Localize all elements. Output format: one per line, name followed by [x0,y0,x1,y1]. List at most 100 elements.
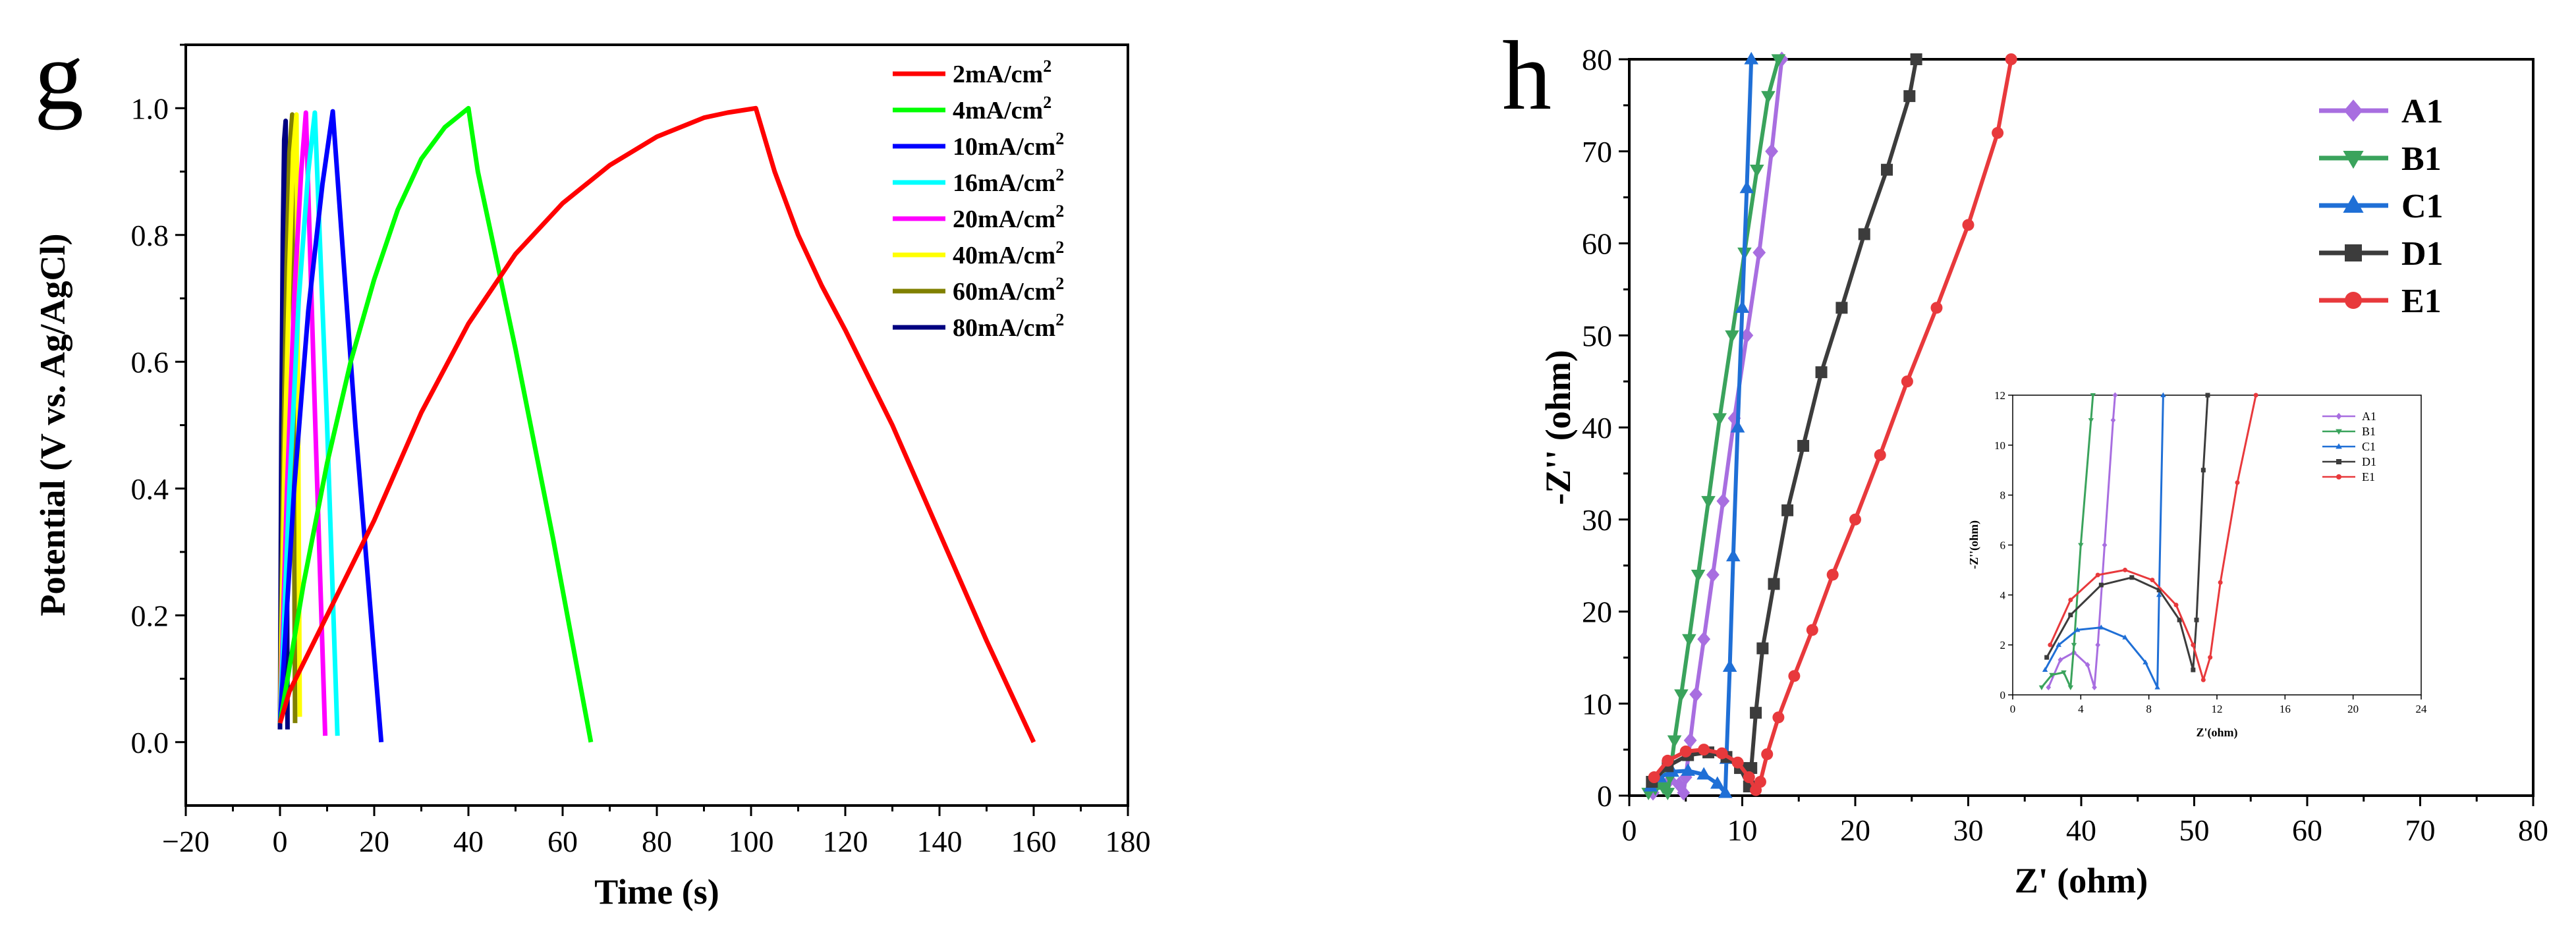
y-tick-label: 0.0 [131,726,169,759]
series-line-16ma-cm [277,110,340,736]
y-tick-label: 0.4 [131,472,169,506]
panel-h-ylabel: -Z'' (ohm) [1538,350,1578,505]
inset-series [2038,392,2258,691]
data-point-b1 [1660,788,1675,801]
inset-ylabel: -Z''(ohm) [1967,520,1981,569]
inset-point-c1 [2156,591,2162,597]
data-point-d1 [1768,578,1780,590]
inset-point-e1 [2048,642,2053,647]
data-point-d1 [1745,762,1758,775]
data-point-b1 [1691,569,1706,582]
data-point-c1 [1718,785,1733,798]
data-point-c1 [1725,549,1741,562]
series-line-10ma-cm [277,109,384,743]
data-point-d1 [1756,642,1769,655]
data-point-b1 [1749,165,1764,177]
data-point-b1 [1667,735,1682,748]
legend-label-sup: 2 [1043,93,1051,112]
inset-point-b1 [2038,685,2045,690]
legend-label: E1 [2401,283,2442,320]
y-tick-label: 40 [1582,411,1612,445]
series-line-e1 [1652,59,2013,792]
data-point-a1 [1740,327,1754,343]
y-tick-label: 2 [2000,639,2006,651]
inset-legend-marker [2336,429,2342,435]
panel-h-label: h [1502,21,1552,130]
data-point-e1 [1806,624,1818,636]
data-point-e1 [1761,748,1774,761]
x-tick-label: 50 [2179,813,2210,847]
y-tick-label: 0.2 [131,599,169,632]
x-tick-label: 16 [2280,703,2291,715]
legend-label: B1 [2401,140,2442,178]
x-tick-label: 120 [823,825,868,858]
inset-point-d1 [2191,667,2196,672]
inset-line-b1 [2040,395,2094,689]
inset-point-b1 [2067,685,2074,690]
data-point-e1 [1648,771,1660,784]
inset-legend-label: D1 [2362,455,2376,468]
inset-point-d1 [2177,617,2182,622]
data-point-c1 [1744,51,1759,65]
series-line-4ma-cm [277,105,594,743]
panel-g-ticks: −20 0 20 40 60 80 100 120 140 160 180 0.0 0.2 0.4 0.6 0… [131,43,1151,858]
data-point-c1 [1681,763,1695,776]
data-point-e1 [1874,449,1886,461]
inset-point-d1 [2098,582,2104,588]
legend-label: 20mA/cm2 [953,202,1064,233]
panel-h-series [1641,51,2017,801]
panel-h-xlabel: Z' (ohm) [2015,861,2148,900]
inset-point-a1 [2112,392,2118,398]
data-point-c1 [1739,180,1754,194]
x-tick-label: 80 [2518,813,2548,847]
data-point-b1 [1682,634,1696,647]
inset-point-e1 [2253,393,2258,398]
legend-label-sup: 2 [1055,238,1064,257]
inset-point-d1 [2156,588,2162,593]
inset-point-c1 [2122,634,2128,640]
data-point-a1 [1683,732,1697,748]
y-tick-label: 8 [2000,489,2006,502]
data-point-d1 [1815,366,1828,379]
inset-point-e1 [2191,642,2196,647]
data-point-b1 [1725,330,1739,343]
series-line-2ma-cm [277,105,1036,744]
x-tick-label: 40 [2066,813,2096,847]
x-tick-label: 20 [1840,813,1870,847]
panel-g-ylabel: Potential (V vs. Ag/AgCl) [33,234,72,616]
data-point-a1 [1752,244,1766,261]
x-tick-label: 60 [2292,813,2322,847]
panel-h-legend: A1 B1 C1 D1 E1 [2319,93,2444,320]
data-point-d1 [1858,228,1870,240]
inset-point-c1 [2042,667,2048,672]
panel-g-series [277,105,1036,744]
x-tick-label: 12 [2212,703,2223,715]
inset-point-a1 [2102,541,2108,549]
data-point-d1 [1910,53,1922,65]
data-point-e1 [1849,513,1861,526]
inset-point-e1 [2123,567,2127,572]
inset-xlabel: Z'(ohm) [2197,726,2238,740]
data-point-b1 [1712,413,1727,426]
y-tick-label: 0.6 [131,345,169,379]
data-point-c1 [1696,767,1711,780]
x-tick-label: 4 [2078,703,2084,715]
data-point-e1 [1716,747,1728,759]
legend-marker [2343,99,2363,122]
inset-point-b1 [2061,670,2067,676]
x-tick-label: 8 [2146,703,2152,715]
y-tick-label: 0 [1597,779,1612,813]
data-point-b1 [1701,496,1716,509]
inset-point-b1 [2049,672,2055,678]
panel-g-chart: g −20 0 20 40 60 80 100 120 140 160 180 0.0 0.2 0.4 0.… [33,21,1151,912]
x-tick-label: 20 [2347,703,2359,715]
data-point-a1 [1716,493,1730,509]
y-tick-label: 50 [1582,319,1612,352]
y-tick-label: 10 [1582,687,1612,721]
y-tick-label: 6 [2000,539,2006,552]
x-tick-label: 70 [2405,813,2436,847]
legend-label: 60mA/cm2 [953,274,1064,306]
